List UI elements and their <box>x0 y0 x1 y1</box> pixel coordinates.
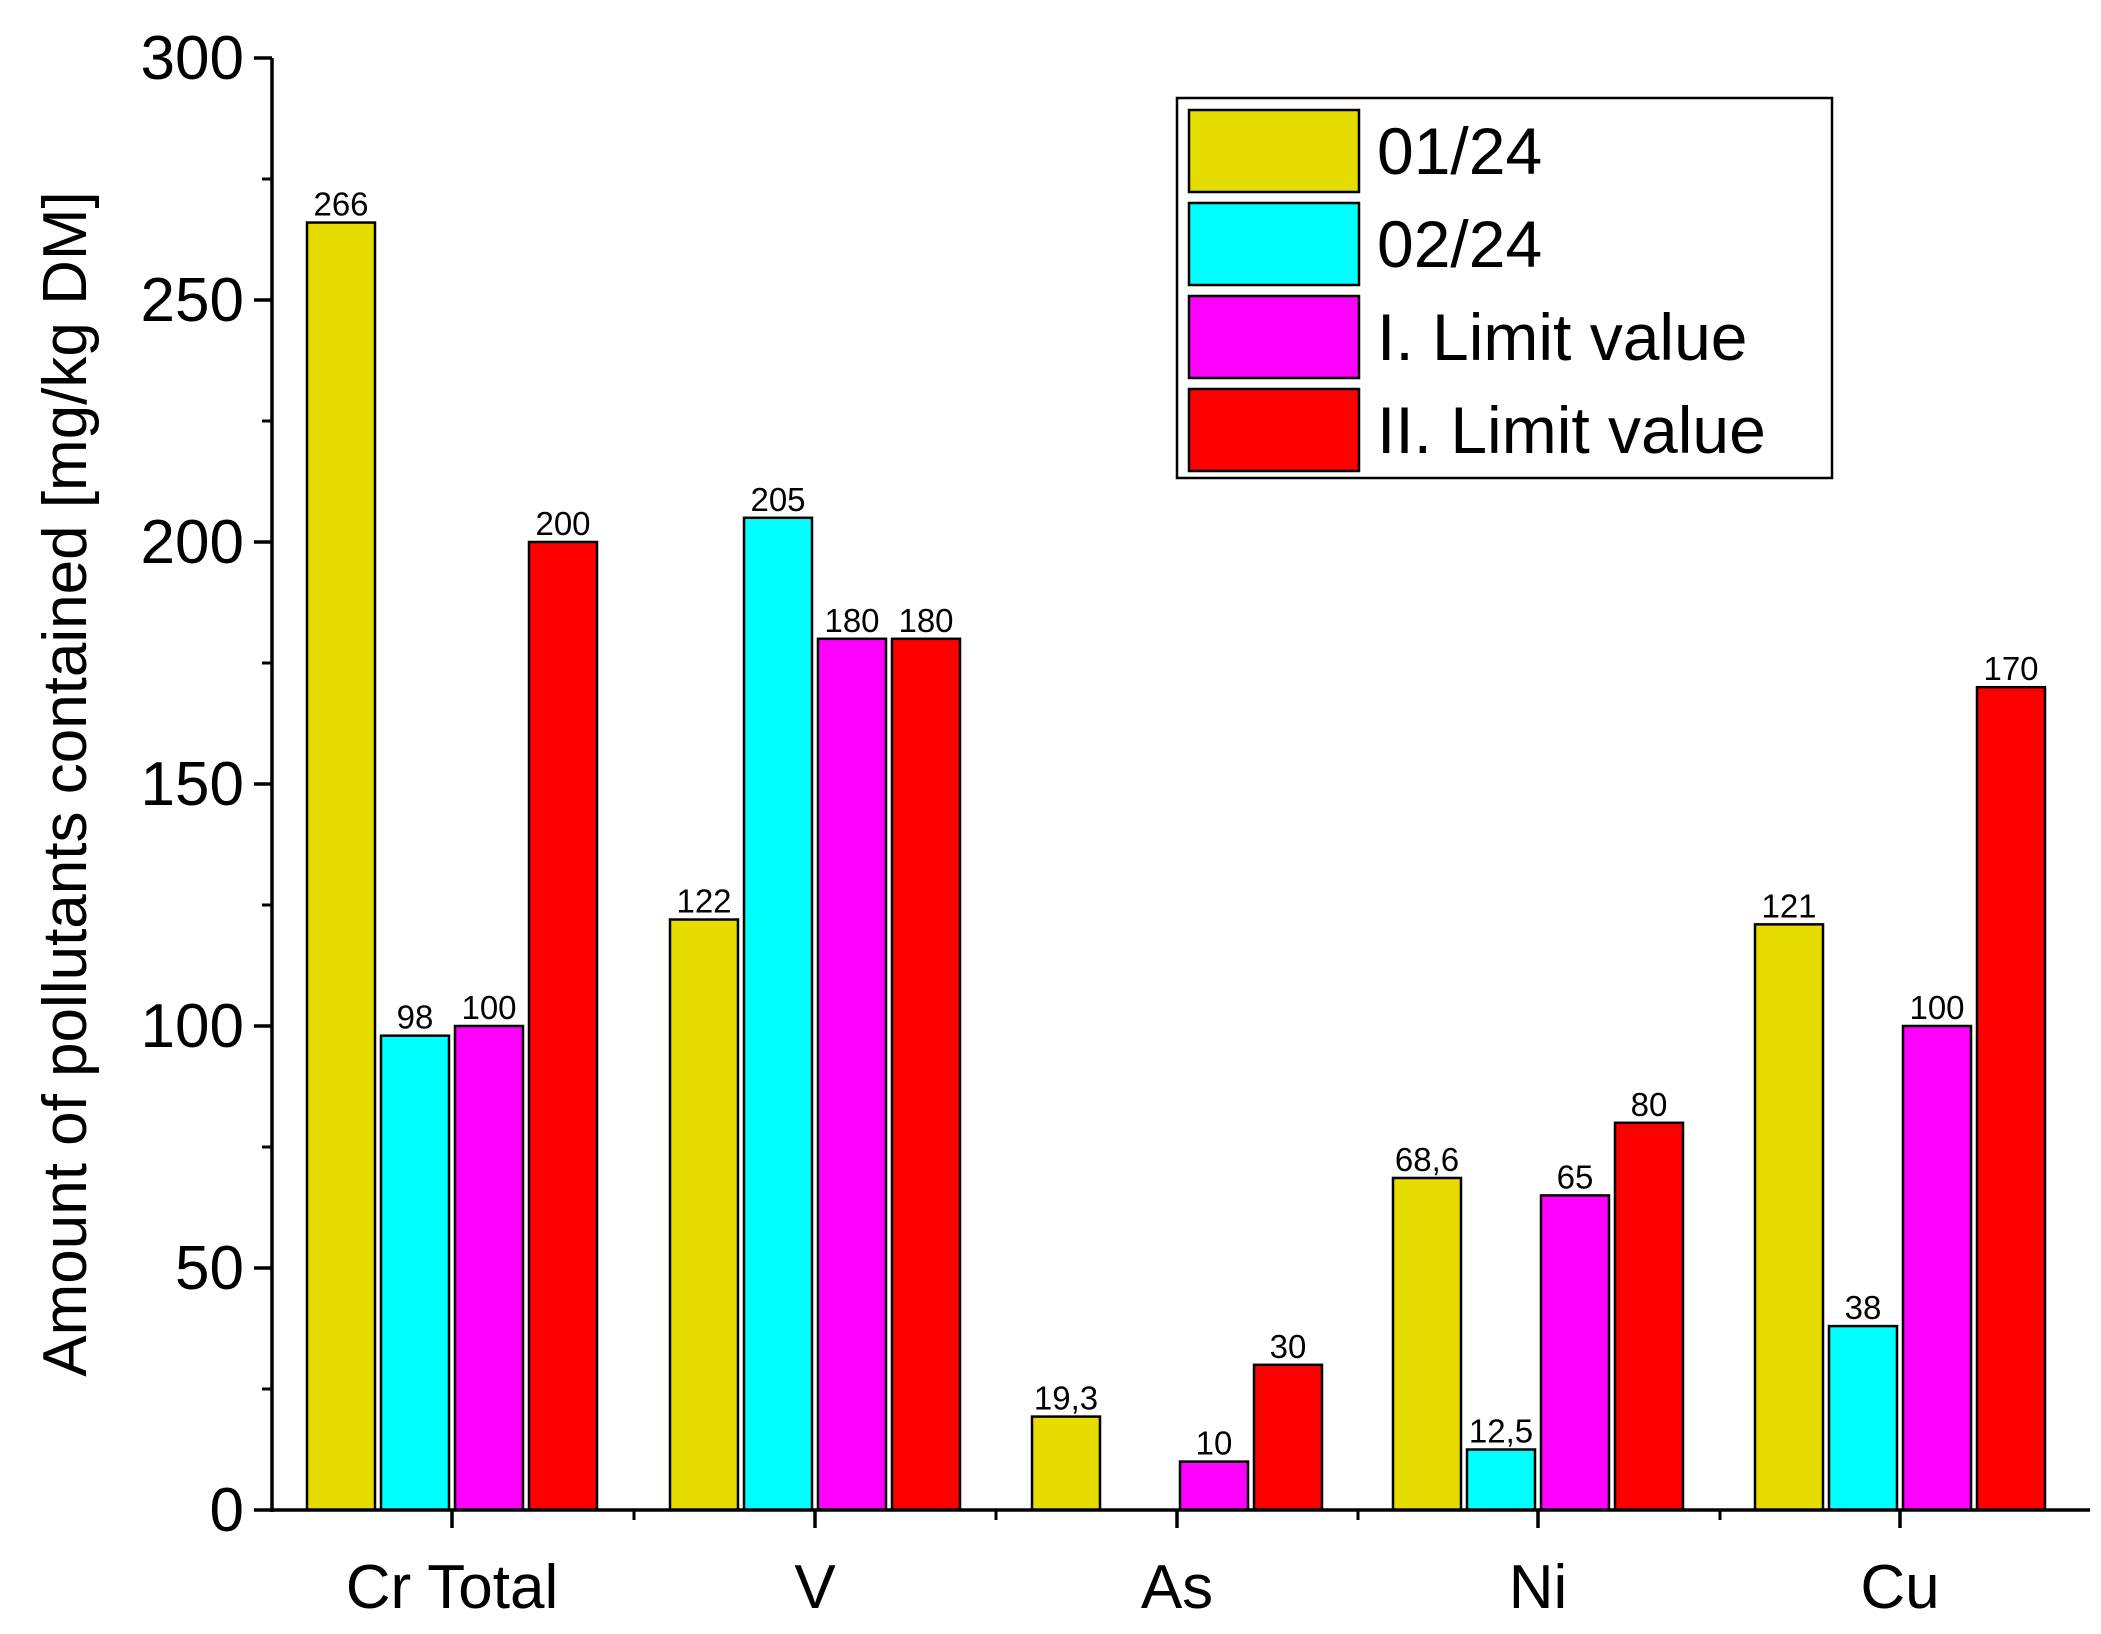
bar-i-limit-value-v <box>816 637 888 1512</box>
data-label-i-limit-value-ni: 65 <box>1557 1158 1594 1195</box>
y-tick-label: 50 <box>175 1234 244 1303</box>
data-label-01-24-as: 19,3 <box>1034 1380 1098 1417</box>
data-label-ii-limit-value-as: 30 <box>1270 1328 1307 1365</box>
x-category-label-as: As <box>1141 1553 1213 1622</box>
bar-01-24-v <box>668 918 740 1512</box>
data-label-01-24-cr-total: 266 <box>313 186 368 223</box>
data-label-01-24-cu: 121 <box>1761 887 1816 924</box>
bar-ii-limit-value-as <box>1252 1363 1324 1512</box>
legend-label-02-24: 02/24 <box>1377 207 1542 281</box>
y-tick-label: 200 <box>141 508 244 577</box>
bar-01-24-as <box>1030 1415 1102 1512</box>
bar-02-24-cu <box>1827 1324 1899 1512</box>
x-category-label-ni: Ni <box>1509 1553 1568 1622</box>
bar-i-limit-value-as <box>1178 1460 1250 1512</box>
legend-swatch-02-24 <box>1187 201 1361 287</box>
y-tick-label: 0 <box>210 1476 244 1545</box>
bar-i-limit-value-cr-total <box>453 1024 525 1512</box>
bar-ii-limit-value-cu <box>1975 685 2047 1512</box>
data-labels-layer: 266 122 19,3 68,6 121 98 205 12,5 38 100 180 10 65 10… <box>313 186 2038 1462</box>
axes-layer: 0 50 100 150 200 250 300 Cr Total V As Ni Cu Amount … <box>31 24 2090 1622</box>
y-tick-label: 250 <box>141 266 244 335</box>
data-label-02-24-cr-total: 98 <box>397 999 434 1036</box>
y-tick-label: 100 <box>141 992 244 1061</box>
data-label-i-limit-value-as: 10 <box>1196 1425 1233 1462</box>
x-category-label-cr-total: Cr Total <box>346 1553 559 1622</box>
bar-01-24-cu <box>1753 923 1825 1512</box>
data-label-ii-limit-value-cu: 170 <box>1983 650 2038 687</box>
data-label-ii-limit-value-cr-total: 200 <box>535 505 590 542</box>
data-label-i-limit-value-cu: 100 <box>1909 989 1964 1026</box>
legend-label-ii-limit-value: II. Limit value <box>1377 393 1766 467</box>
bar-01-24-ni <box>1391 1176 1463 1512</box>
y-tick-label: 150 <box>141 750 244 819</box>
data-label-02-24-v: 205 <box>750 481 805 518</box>
legend-swatch-ii-limit-value <box>1187 387 1361 473</box>
x-category-label-v: V <box>794 1553 836 1622</box>
bar-i-limit-value-ni <box>1539 1194 1611 1512</box>
legend-swatch-i-limit-value <box>1187 294 1361 380</box>
bar-ii-limit-value-ni <box>1613 1121 1685 1512</box>
data-label-02-24-cu: 38 <box>1845 1289 1882 1326</box>
data-label-ii-limit-value-v: 180 <box>898 602 953 639</box>
legend: 01/24 02/24 I. Limit value II. Limit value <box>1175 96 1834 480</box>
bar-02-24-cr-total <box>379 1034 451 1512</box>
bar-ii-limit-value-v <box>890 637 962 1512</box>
y-axis-title: Amount of pollutants contained [mg/kg DM… <box>31 191 100 1377</box>
data-label-01-24-v: 122 <box>676 883 731 920</box>
data-label-i-limit-value-v: 180 <box>824 602 879 639</box>
x-category-label-cu: Cu <box>1860 1553 1939 1622</box>
bar-i-limit-value-cu <box>1901 1024 1973 1512</box>
bar-01-24-cr-total <box>305 221 377 1512</box>
bar-ii-limit-value-cr-total <box>527 540 599 1512</box>
y-tick-label: 300 <box>141 24 244 93</box>
legend-swatch-01-24 <box>1187 108 1361 194</box>
bar-02-24-ni <box>1465 1448 1537 1512</box>
data-label-02-24-ni: 12,5 <box>1469 1413 1533 1450</box>
data-label-i-limit-value-cr-total: 100 <box>461 989 516 1026</box>
bars-layer <box>305 221 2047 1512</box>
legend-label-01-24: 01/24 <box>1377 114 1542 188</box>
bar-02-24-v <box>742 516 814 1512</box>
legend-label-i-limit-value: I. Limit value <box>1377 300 1747 374</box>
data-label-ii-limit-value-ni: 80 <box>1631 1086 1668 1123</box>
data-label-01-24-ni: 68,6 <box>1395 1141 1459 1178</box>
